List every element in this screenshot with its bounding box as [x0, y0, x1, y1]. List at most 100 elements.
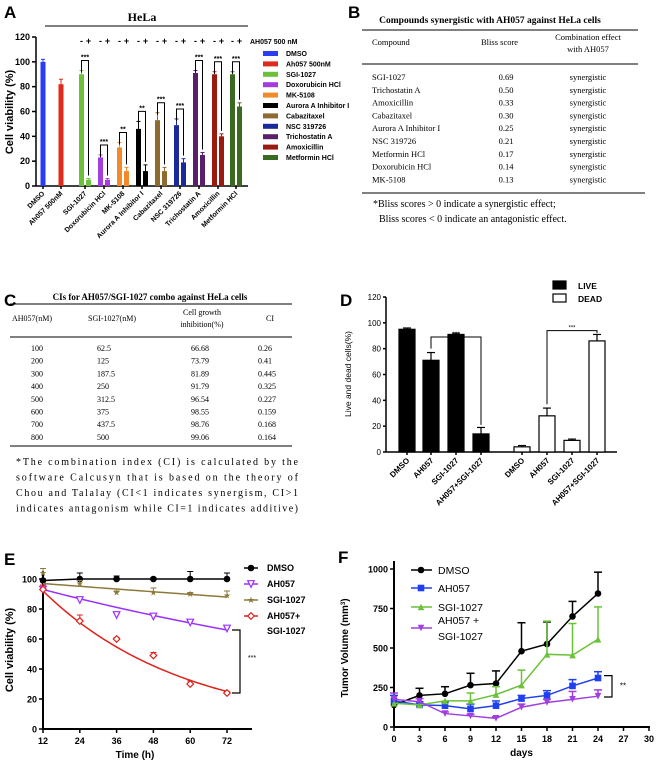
data-point — [222, 688, 232, 698]
plus-sign: + — [143, 36, 148, 46]
column-header: Bliss score — [481, 37, 518, 47]
legend-swatch — [263, 123, 278, 129]
bar-with-ah057 — [105, 179, 110, 186]
footnote-line: *Bliss scores > 0 indicate a synergistic… — [373, 199, 556, 210]
legend-label: AH057+ — [267, 611, 300, 621]
significance-stars: ** — [120, 127, 126, 134]
table-cell: synergistic — [570, 72, 607, 82]
legend-label: SGI-1027 — [286, 72, 316, 79]
significance-bracket — [119, 132, 127, 165]
significance-stars: *** — [176, 103, 184, 110]
x-tick-label: 0 — [391, 734, 396, 744]
legend-label: DMSO — [267, 563, 294, 573]
bar-dead — [538, 415, 556, 453]
y-tick-label: 100 — [15, 57, 30, 67]
y-tick-label: 0 — [383, 723, 388, 733]
table-cell: 0.33 — [499, 98, 514, 108]
significance-stars: *** — [232, 56, 240, 63]
table-cell: 250 — [97, 382, 109, 391]
x-tick-label: AH057+SGI-1027 — [550, 456, 602, 508]
significance-bracket — [232, 61, 240, 100]
data-point — [569, 682, 576, 690]
x-tick-label: 24 — [593, 734, 603, 744]
table-title: Compounds synergistic with AH057 against… — [379, 16, 601, 26]
data-point — [416, 698, 423, 706]
x-axis-label: Time (h) — [116, 750, 155, 761]
x-tick-label: 48 — [148, 736, 158, 746]
data-point — [75, 596, 85, 605]
bar-without-ah057 — [193, 73, 198, 186]
bar-with-ah057 — [162, 171, 167, 186]
data-point — [518, 647, 525, 655]
x-tick-label: 12 — [38, 736, 48, 746]
legend-swatch — [552, 293, 567, 303]
significance-stars: *** — [248, 655, 256, 662]
data-point — [594, 674, 602, 682]
table-cell: 0.168 — [258, 420, 276, 429]
data-point — [594, 692, 602, 700]
x-tick-label: 9 — [468, 734, 473, 744]
x-tick-label: 24 — [75, 736, 85, 746]
bar-dead — [513, 446, 531, 453]
legend-swatch — [263, 144, 278, 150]
table-cell: 437.5 — [97, 420, 115, 429]
table-cell: 81.89 — [191, 369, 209, 378]
fit-curve — [42, 590, 228, 693]
bar-without-ah057 — [58, 84, 64, 186]
x-tick-label: 27 — [618, 734, 628, 744]
minus-sign: - — [231, 36, 234, 46]
x-tick-label: 21 — [567, 734, 577, 744]
data-point — [467, 697, 474, 705]
minus-sign: - — [194, 36, 197, 46]
y-tick-label: 1000 — [368, 565, 388, 575]
minus-sign: - — [137, 36, 140, 46]
x-tick-label: DMSO — [503, 456, 526, 479]
data-point — [492, 702, 500, 709]
legend-swatch — [263, 103, 278, 108]
table-cell: 700 — [31, 420, 43, 429]
data-point — [149, 612, 158, 622]
data-point — [185, 618, 195, 628]
y-tick-label: 80 — [20, 82, 30, 92]
table-cell: 0.21 — [499, 136, 514, 146]
legend-label: SGI-1027 — [438, 631, 483, 643]
x-tick-label: AH057 — [411, 456, 435, 480]
table-cell: synergistic — [570, 123, 607, 133]
y-tick-label: 0 — [32, 725, 37, 735]
legend-label: DMSO — [438, 565, 470, 577]
table-cell: 0.164 — [258, 433, 276, 442]
y-tick-label: 60 — [20, 107, 30, 117]
legend-swatch — [263, 82, 278, 88]
legend-marker — [417, 603, 425, 611]
data-point — [518, 703, 525, 711]
x-tick-label: AH057+SGI-1027 — [434, 456, 486, 508]
significance-bracket — [100, 144, 108, 176]
chart-title: HeLa — [128, 10, 157, 24]
data-point — [441, 710, 449, 717]
panel-label-e: E — [4, 550, 15, 569]
data-point — [112, 634, 121, 644]
significance-stars: *** — [214, 56, 222, 63]
table-cell: 375 — [97, 408, 109, 417]
significance-stars: *** — [452, 332, 460, 338]
x-tick-label: 60 — [185, 736, 195, 746]
bar-without-ah057 — [98, 157, 103, 186]
table-cell: 500 — [31, 395, 43, 404]
legend-label: LIVE — [578, 281, 597, 291]
table-cell: 98.55 — [191, 408, 209, 417]
bar-with-ah057 — [181, 162, 186, 186]
data-point: ★ — [76, 579, 84, 589]
table-cell: synergistic — [570, 149, 607, 159]
table-cell: 0.445 — [258, 369, 276, 378]
column-header: CI — [266, 314, 274, 323]
significance-stars: *** — [157, 97, 165, 104]
series-line — [42, 578, 227, 582]
bar-with-ah057 — [219, 136, 224, 186]
data-point — [441, 697, 449, 705]
data-point — [569, 613, 576, 620]
significance-bracket — [157, 102, 165, 165]
data-point — [492, 680, 500, 687]
bar-with-ah057 — [143, 171, 148, 186]
bar-with-ah057 — [237, 106, 242, 186]
